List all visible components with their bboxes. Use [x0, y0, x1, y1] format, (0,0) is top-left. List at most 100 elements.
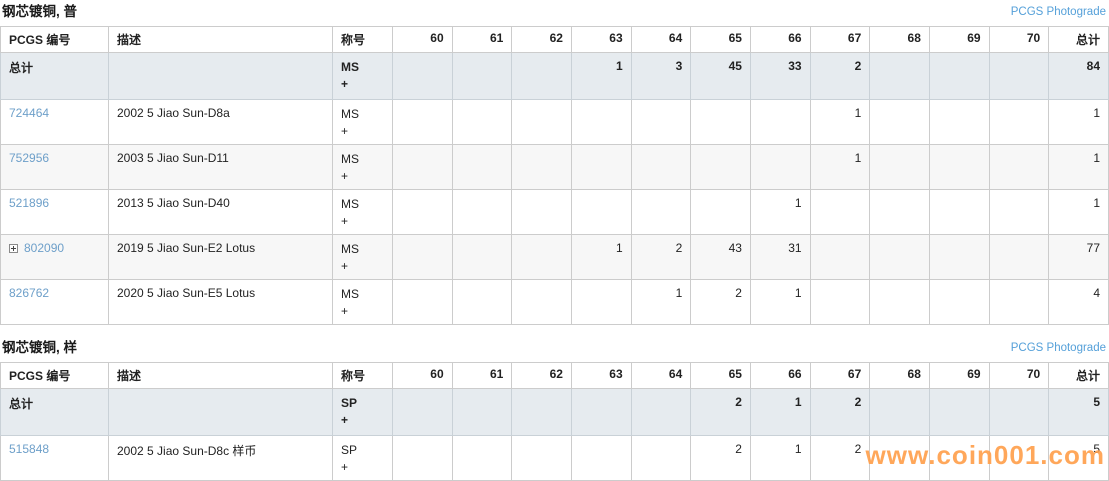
col-header-pcgs-number: PCGS 编号 — [0, 362, 109, 389]
designation-cell: MS + — [332, 99, 393, 145]
table-row: 515848 2002 5 Jiao Sun-D8c 样币 SP + 2 1 2… — [0, 435, 1109, 481]
col-header-grade-68: 68 — [869, 362, 930, 389]
grade-cell: 1 — [749, 388, 811, 436]
col-header-grade-67: 67 — [809, 362, 871, 389]
grade-cell: 45 — [690, 52, 751, 100]
pcgs-number-link[interactable]: 521896 — [9, 196, 50, 210]
grade-cell — [392, 234, 453, 280]
col-header-description: 描述 — [108, 362, 333, 389]
col-header-grade-67: 67 — [809, 26, 871, 53]
col-header-grade-68: 68 — [869, 26, 930, 53]
col-header-grade-70: 70 — [988, 362, 1050, 389]
table-row: 826762 2020 5 Jiao Sun-E5 Lotus MS + 1 2… — [0, 279, 1109, 325]
total-cell: 5 — [1048, 435, 1109, 481]
pcgs-number-link[interactable]: 752956 — [9, 151, 50, 165]
grade-cell — [451, 435, 513, 481]
designation-cell: SP + — [332, 388, 393, 436]
col-header-grade-61: 61 — [451, 26, 513, 53]
grade-cell — [392, 189, 453, 235]
grade-cell: 3 — [630, 52, 692, 100]
grade-cell — [630, 144, 692, 190]
col-header-grade-65: 65 — [690, 362, 751, 389]
grade-cell — [809, 189, 871, 235]
grade-cell — [451, 99, 513, 145]
col-header-grade-60: 60 — [392, 26, 453, 53]
grade-cell: 2 — [630, 234, 692, 280]
grade-cell — [451, 144, 513, 190]
grade-cell — [928, 435, 990, 481]
grade-cell: 1 — [630, 279, 692, 325]
totals-row: 总计 SP + 2 1 2 5 — [0, 388, 1109, 436]
grade-cell — [630, 99, 692, 145]
coin-description: 2002 5 Jiao Sun-D8a — [108, 99, 333, 145]
total-cell: 77 — [1048, 234, 1109, 280]
col-header-designation: 称号 — [332, 26, 393, 53]
grade-cell — [928, 52, 990, 100]
grade-cell: 1 — [570, 234, 632, 280]
grade-cell — [570, 279, 632, 325]
grade-cell — [690, 189, 751, 235]
col-header-grade-70: 70 — [988, 26, 1050, 53]
total-cell: 5 — [1048, 388, 1109, 436]
grade-cell — [988, 99, 1050, 145]
coin-description: 2019 5 Jiao Sun-E2 Lotus — [108, 234, 333, 280]
grade-cell — [511, 279, 572, 325]
section-title: 钢芯镀铜, 样 — [2, 340, 78, 355]
grade-cell: 1 — [809, 99, 871, 145]
grade-cell: 2 — [690, 435, 751, 481]
col-header-grade-62: 62 — [511, 26, 572, 53]
section-header-specimen: 钢芯镀铜, 样 PCGS Photograde — [0, 325, 1109, 362]
coin-description: 2003 5 Jiao Sun-D11 — [108, 144, 333, 190]
pcgs-number-link[interactable]: 802090 — [24, 241, 65, 255]
grade-cell — [988, 144, 1050, 190]
table-header-row: PCGS 编号 描述 称号 60 61 62 63 64 65 66 67 68… — [0, 26, 1109, 53]
designation-cell: MS + — [332, 144, 393, 190]
pcgs-number-link[interactable]: 724464 — [9, 106, 50, 120]
grade-cell — [749, 144, 811, 190]
totals-row: 总计 MS + 1 3 45 33 2 84 — [0, 52, 1109, 100]
total-cell: 1 — [1048, 99, 1109, 145]
col-header-total: 总计 — [1048, 362, 1109, 389]
grade-cell — [451, 388, 513, 436]
expand-icon[interactable] — [9, 244, 18, 253]
grade-cell — [392, 52, 453, 100]
grade-cell: 33 — [749, 52, 811, 100]
col-header-total: 总计 — [1048, 26, 1109, 53]
pcgs-number-link[interactable]: 515848 — [9, 442, 50, 456]
grade-cell: 1 — [749, 279, 811, 325]
designation-cell: MS + — [332, 189, 393, 235]
designation-cell: MS + — [332, 234, 393, 280]
total-cell: 84 — [1048, 52, 1109, 100]
population-table-regular: PCGS 编号 描述 称号 60 61 62 63 64 65 66 67 68… — [0, 26, 1109, 325]
grade-cell — [869, 189, 930, 235]
col-header-grade-69: 69 — [928, 26, 990, 53]
photograde-link[interactable]: PCGS Photograde — [1010, 6, 1106, 18]
grade-cell: 2 — [809, 435, 871, 481]
grade-cell — [988, 279, 1050, 325]
grade-cell — [511, 144, 572, 190]
grade-cell — [809, 234, 871, 280]
grade-cell — [630, 189, 692, 235]
grade-cell — [392, 435, 453, 481]
col-header-grade-63: 63 — [570, 26, 632, 53]
grade-cell — [928, 189, 990, 235]
grade-cell — [869, 144, 930, 190]
col-header-grade-66: 66 — [749, 26, 811, 53]
col-header-designation: 称号 — [332, 362, 393, 389]
population-table-specimen: PCGS 编号 描述 称号 60 61 62 63 64 65 66 67 68… — [0, 362, 1109, 481]
grade-cell — [451, 234, 513, 280]
grade-cell — [392, 388, 453, 436]
grade-cell: 43 — [690, 234, 751, 280]
grade-cell: 1 — [809, 144, 871, 190]
col-header-grade-60: 60 — [392, 362, 453, 389]
pcgs-number-link[interactable]: 826762 — [9, 286, 50, 300]
grade-cell — [570, 388, 632, 436]
grade-cell — [749, 99, 811, 145]
grade-cell — [570, 435, 632, 481]
col-header-grade-69: 69 — [928, 362, 990, 389]
grade-cell: 1 — [570, 52, 632, 100]
total-cell: 1 — [1048, 189, 1109, 235]
photograde-link[interactable]: PCGS Photograde — [1010, 342, 1106, 354]
grade-cell — [928, 279, 990, 325]
coin-description: 2020 5 Jiao Sun-E5 Lotus — [108, 279, 333, 325]
